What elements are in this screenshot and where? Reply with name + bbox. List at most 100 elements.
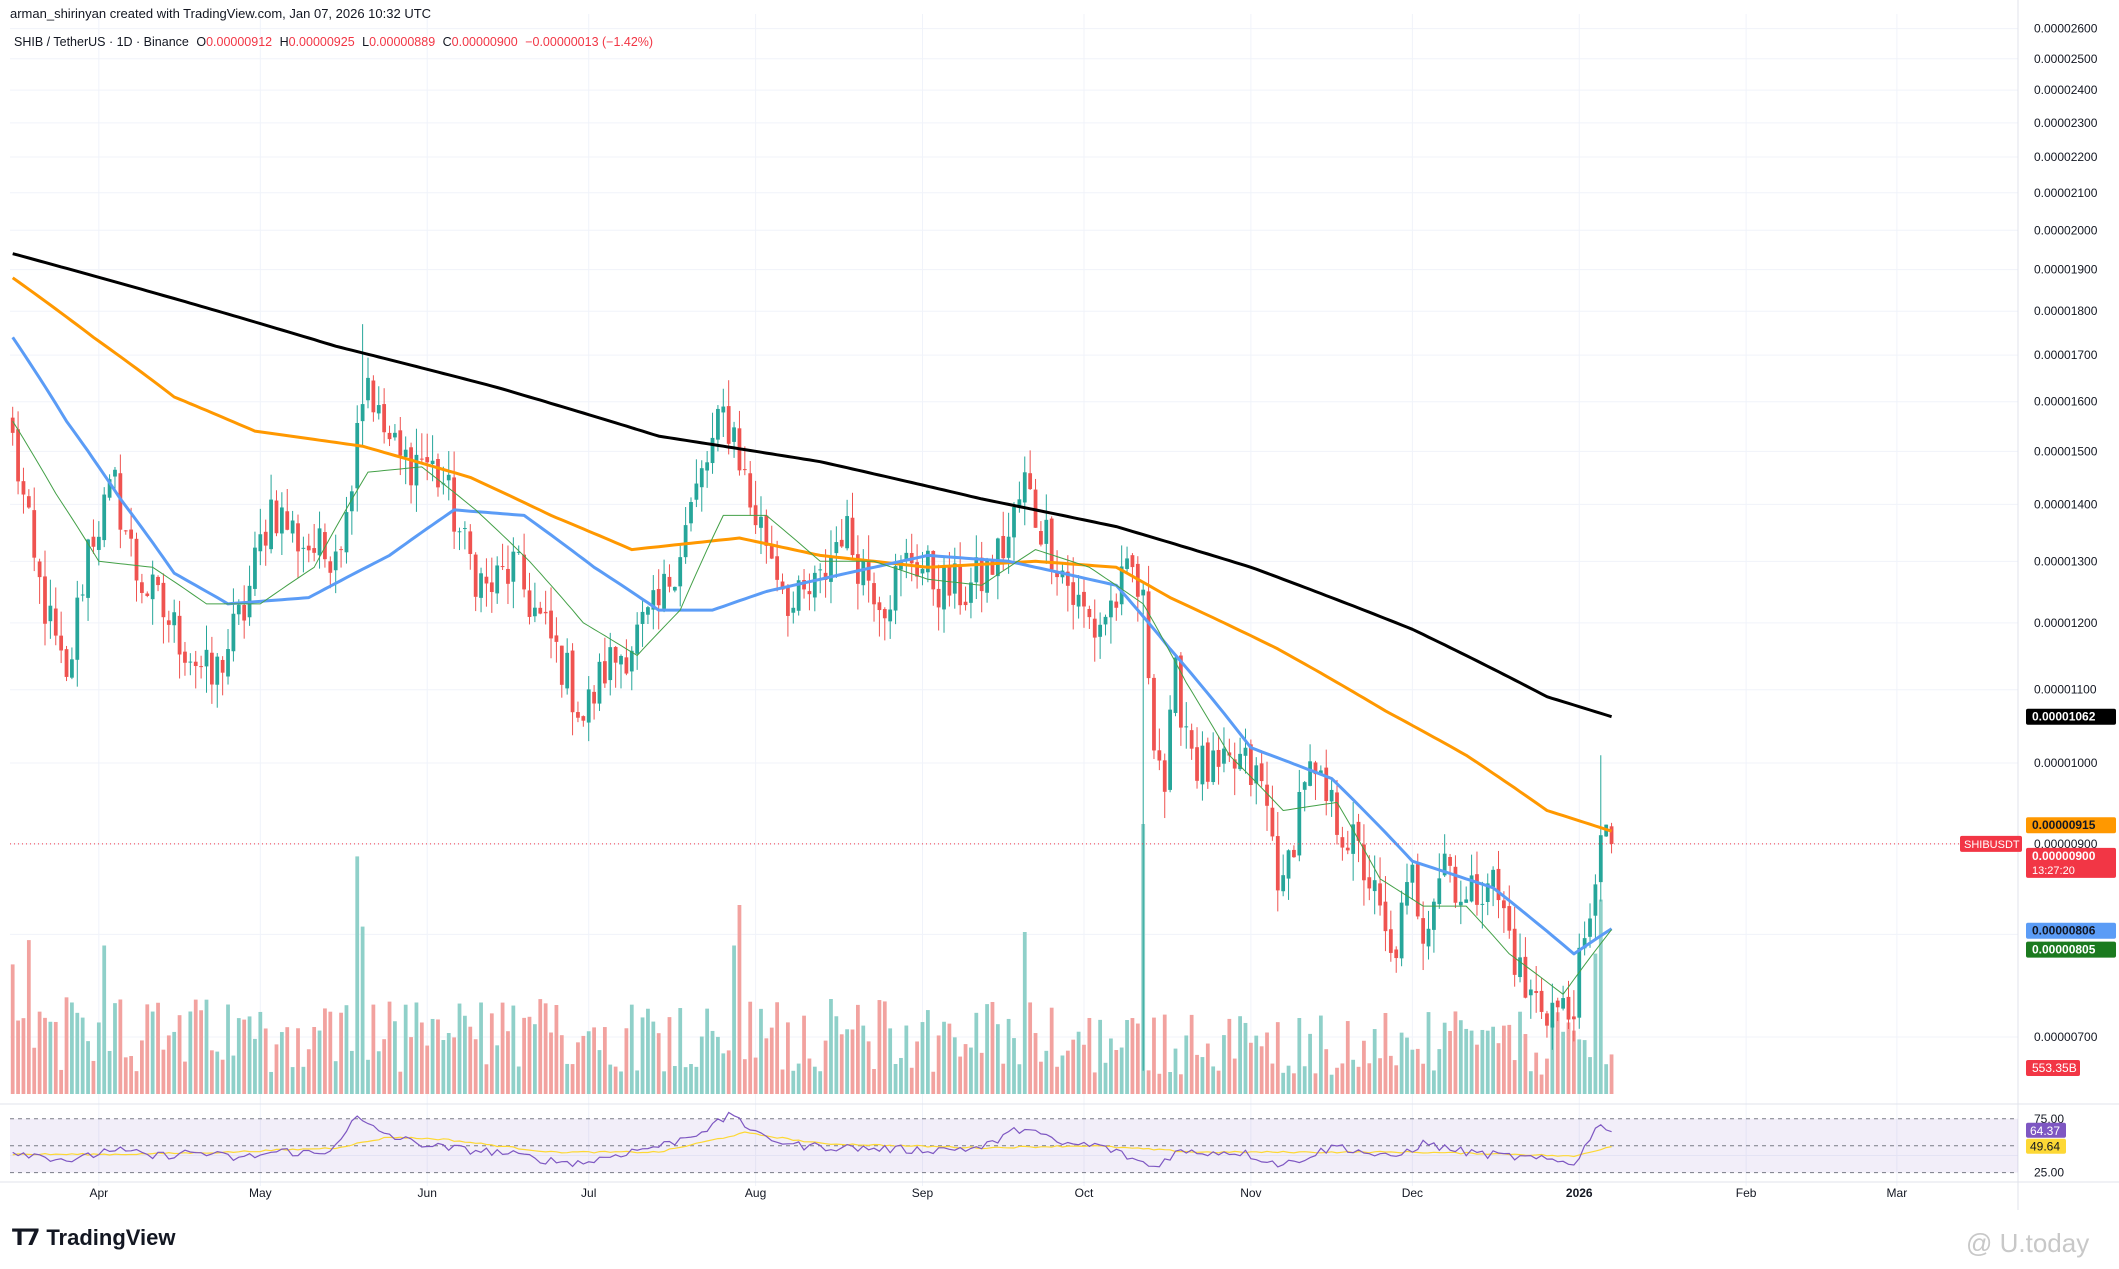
candle-body [1464,899,1469,903]
volume-bar [662,1071,666,1094]
candle-body [371,380,376,413]
candle-body [672,586,677,591]
tradingview-logo[interactable]: 𝗧𝟳 TradingView [12,1225,176,1251]
volume-bar [1103,1062,1108,1094]
volume-bar [1442,1022,1447,1094]
volume-bar [1421,1063,1426,1094]
candle-body [446,474,451,481]
volume-bar [1270,1063,1275,1094]
candle-body [1103,616,1108,625]
candle-body [1335,792,1339,835]
candle-body [850,517,855,556]
candle-body [156,576,160,586]
volume-bar [1119,1047,1124,1094]
symbol-name[interactable]: SHIB / TetherUS · 1D · Binance [14,35,189,49]
candle-body [430,460,435,464]
volume-bar [592,1027,596,1094]
candle-body [775,556,780,580]
candle-body [872,583,876,605]
candle-body [742,469,747,471]
volume-bar [597,1050,602,1094]
time-label-dec: Dec [1402,1186,1423,1200]
candle-body [651,590,656,610]
candle-body [1098,624,1103,637]
volume-bar [947,1023,952,1094]
ma20-price-badge: 0.00000805 [2026,941,2116,958]
volume-bar [742,1059,747,1094]
candle-body [1001,535,1006,559]
candle-body [1523,956,1528,998]
volume-bar [1275,1022,1280,1094]
candle-body [920,568,925,574]
candle-body [199,666,203,668]
price-tick-label: 0.00002500 [2034,52,2098,66]
price-tick-label: 0.00002400 [2034,83,2098,97]
tradingview-logo-text: TradingView [46,1225,176,1250]
candle-body [1480,903,1485,905]
volume-bar [1523,1034,1528,1094]
candle-body [409,447,413,486]
volume-bar [1453,1011,1458,1094]
candle-body [1168,709,1173,790]
volume-bar [748,1001,753,1094]
volume-bar [446,1032,451,1094]
price-tick-label: 0.00001900 [2034,263,2098,277]
volume-bar [1033,1033,1038,1094]
volume-bar [1179,1074,1183,1094]
candle-body [812,572,817,598]
volume-bar [899,1057,903,1094]
candle-body [1383,901,1388,932]
volume-bar [371,1004,376,1094]
volume-bar [683,1067,688,1094]
volume-bar [1518,1011,1522,1094]
volume-bar [866,1041,871,1094]
volume-bar [231,1055,236,1094]
volume-bar [398,1071,403,1094]
candle-body [1561,998,1565,1009]
volume-bar [619,1071,623,1094]
volume-badge-value: 553.35B [2032,1061,2077,1075]
volume-bar [64,997,69,1094]
volume-bar [193,999,198,1094]
candle-body [96,536,101,550]
candle-body [710,437,715,464]
candle-body [301,547,306,549]
volume-bar [80,1017,85,1094]
candle-body [1308,761,1312,786]
candle-body [193,661,198,667]
volume-bar [570,1064,575,1094]
volume-bar [1205,1043,1210,1094]
rsi-ma-badge-bg [2026,1138,2066,1154]
volume-bar [263,1028,268,1094]
candle-body [150,574,155,600]
change-value: −0.00000013 (−1.42%) [525,35,654,49]
candle-body [489,582,494,593]
candle-body [705,462,710,471]
candle-body [1302,782,1307,790]
volume-bar [640,1017,645,1094]
volume-bar [312,1026,317,1094]
candle-body [26,496,31,508]
candle-body [177,615,182,655]
volume-bar [554,1005,559,1094]
volume-bar [656,1033,661,1094]
rsi-line [12,1111,1612,1168]
candle-body [1179,655,1183,728]
candle-body [904,552,909,560]
candle-body [21,481,26,495]
candle-body [839,539,844,547]
symbol-legend[interactable]: SHIB / TetherUS · 1D · Binance O0.000009… [14,35,653,49]
ma-line-ma20 [12,420,1612,995]
candle-body [285,511,290,530]
candle-body [333,551,338,571]
candle-body [274,500,279,534]
volume-bar [1604,1064,1609,1094]
volume-bar [1318,1015,1323,1094]
candle-body [1141,589,1146,596]
candle-body [258,534,263,552]
candle-body [656,588,661,606]
volume-bar [323,1008,327,1094]
last-price-badge-value: 0.00000900 [2032,849,2096,863]
volume-bar [393,1021,397,1094]
